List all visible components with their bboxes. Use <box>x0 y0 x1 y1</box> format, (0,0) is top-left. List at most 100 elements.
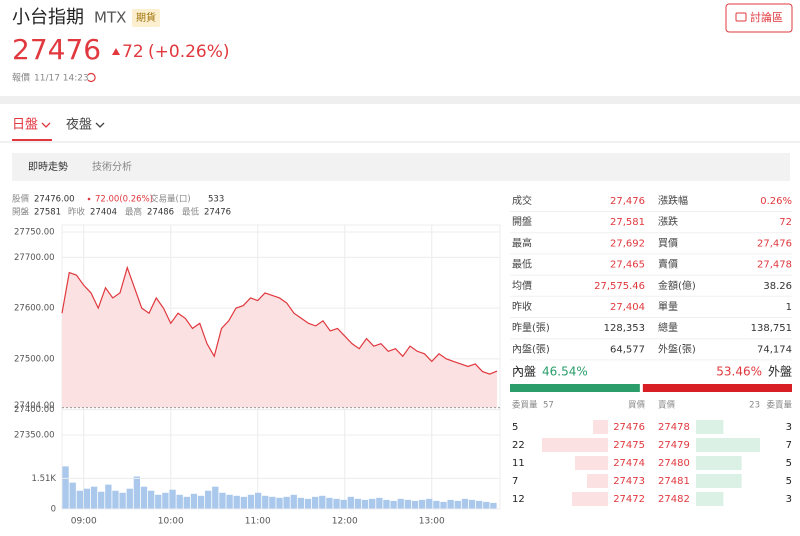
y-tick-label: 27500.00 <box>14 354 55 364</box>
bid-price: 27472 <box>613 494 645 505</box>
bid-qty: 5 <box>512 422 518 433</box>
bid-qty: 7 <box>512 476 518 487</box>
tab[interactable]: 夜盤 <box>66 118 105 133</box>
price-area <box>62 267 497 408</box>
volume-bar <box>490 502 497 509</box>
volume-bar <box>354 498 362 509</box>
volume-bar <box>126 488 133 509</box>
book-header: 委買量 <box>512 400 538 411</box>
volume-bar <box>105 484 112 509</box>
bid-price: 27473 <box>613 476 645 487</box>
tag: 期貨 <box>136 11 156 24</box>
separator-band <box>0 96 800 104</box>
volume-bar <box>205 490 212 509</box>
tab-label: 日盤 <box>12 118 38 133</box>
volume-bar <box>233 495 240 509</box>
volume-bar <box>169 489 176 509</box>
tab-underline <box>12 139 52 141</box>
ratio-label: 外盤 <box>768 365 792 379</box>
ratio-pct: 53.46% <box>716 365 762 379</box>
time-label: 報價 <box>12 73 30 84</box>
info-text: 昨收 <box>68 207 86 218</box>
quote-label: 買價 <box>658 236 678 249</box>
volume-bar <box>311 496 319 509</box>
volume-bar <box>483 501 490 509</box>
button-frame <box>725 3 793 33</box>
info-text: 27476 <box>204 208 231 218</box>
volume-bar <box>247 494 255 509</box>
quote-label: 單量 <box>658 301 678 313</box>
volume-bar <box>333 498 340 509</box>
y-tick-label: 0 <box>51 505 56 515</box>
ask-bar <box>696 438 760 452</box>
bid-price: 27476 <box>613 422 645 433</box>
volume-bar <box>197 495 205 509</box>
quote-value: 64,577 <box>610 344 645 355</box>
quote-value: 72 <box>779 217 792 228</box>
change: 72 <box>122 42 144 62</box>
volume-bar <box>347 496 354 509</box>
quote-label: 漲跌 <box>658 215 678 228</box>
subtab[interactable]: 即時走勢 <box>28 160 68 173</box>
discuss-button[interactable]: 討論區 <box>725 3 793 33</box>
volume-bar <box>433 500 440 509</box>
bid-qty: 22 <box>512 440 525 451</box>
volume-bar <box>390 500 397 509</box>
info-text: 27404 <box>90 208 117 218</box>
bid-qty: 12 <box>512 494 525 505</box>
tab-label: 夜盤 <box>66 118 92 133</box>
volume-bar <box>340 499 347 509</box>
volume-bar <box>447 499 454 509</box>
button-icon <box>735 12 747 22</box>
volume-bar <box>326 497 333 509</box>
ratio-pct: 46.54% <box>542 365 588 379</box>
bid-bar <box>587 474 608 488</box>
volume-bar <box>140 486 148 509</box>
volume-bar <box>83 488 91 509</box>
y-tick-label: 27750.00 <box>14 228 55 238</box>
button-label: 討論區 <box>750 10 783 24</box>
subtab[interactable]: 技術分析 <box>92 160 132 173</box>
volume-bar <box>90 486 98 509</box>
volume-bar <box>176 494 183 509</box>
refresh-icon <box>87 72 96 83</box>
quote-label: 成交 <box>512 194 532 207</box>
y-tick-label: 27400.00 <box>14 405 55 415</box>
volume-bar <box>383 499 390 509</box>
info-text: 最高 <box>125 207 142 218</box>
quote-label: 金額(億) <box>658 279 696 292</box>
book-header: 買價 <box>628 401 646 411</box>
x-tick-label: 10:00 <box>158 517 184 527</box>
info-text: 72.00(0.26%) <box>95 195 153 205</box>
info-text: 最低 <box>182 207 200 218</box>
x-tick-label: 09:00 <box>71 517 97 527</box>
volume-bar <box>404 499 412 509</box>
quote-label: 昨收 <box>512 300 532 313</box>
quote-value: 27,478 <box>757 260 792 271</box>
bid-bar <box>575 456 608 470</box>
volume-bar <box>304 498 312 509</box>
tab-chevron <box>41 122 51 128</box>
volume-bar <box>319 495 326 509</box>
volume-bar <box>62 466 69 509</box>
quote-label: 外盤(張) <box>658 342 696 355</box>
ask-price: 27478 <box>658 422 690 433</box>
time: 11/17 14:23 <box>34 74 89 84</box>
bid-qty: 11 <box>512 458 525 469</box>
volume-bar <box>461 498 469 509</box>
ask-qty: 3 <box>786 494 792 505</box>
volume-bar <box>147 490 155 509</box>
volume-bar <box>69 482 76 509</box>
volume-bar <box>361 499 369 509</box>
tab[interactable]: 日盤 <box>12 118 52 142</box>
info-text: 開盤 <box>12 207 30 218</box>
quote-value: 38.26 <box>763 281 792 292</box>
volume-bar <box>133 476 141 509</box>
ask-price: 27480 <box>658 458 690 469</box>
ask-qty: 5 <box>786 458 792 469</box>
quote-value: 128,353 <box>604 323 645 334</box>
bid-bar <box>572 492 608 506</box>
book-header: 23 <box>749 401 760 411</box>
quote-value: 27,692 <box>610 238 645 249</box>
volume-bar <box>76 490 83 509</box>
